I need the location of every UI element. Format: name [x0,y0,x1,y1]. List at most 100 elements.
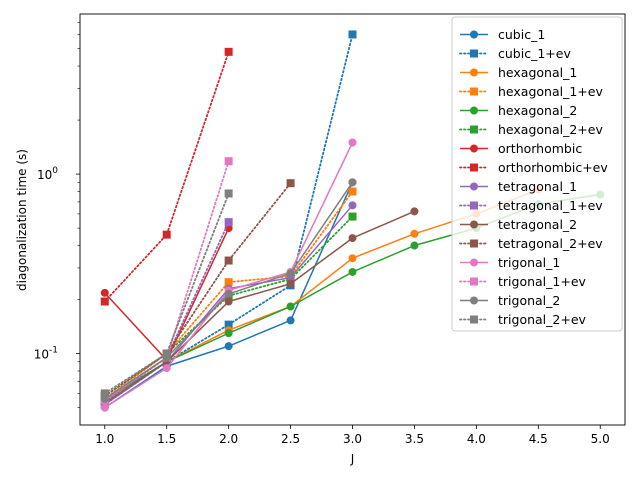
data-point [162,230,171,239]
x-tick-label: 5.0 [591,432,610,446]
legend-entry: tetragonal_1+ev [459,198,603,213]
legend-label: tetragonal_2+ev [498,236,603,251]
legend-marker [470,106,478,115]
data-point [286,302,295,311]
legend-entry: trigonal_2+ev [459,312,587,327]
legend-label: hexagonal_1 [498,65,577,80]
data-point [224,218,233,227]
legend-entry: hexagonal_1 [460,65,577,80]
x-axis-label: J [350,452,355,466]
data-point [410,241,419,250]
x-tick-label: 2.0 [219,432,238,446]
legend-label: cubic_1 [498,27,545,42]
data-point [348,30,357,39]
y-axis-label: diagonalization time (s) [15,149,29,291]
y-tick-label: 10-1 [34,346,58,362]
data-point [100,297,109,306]
x-tick-label: 4.5 [529,432,548,446]
data-point [286,269,295,278]
legend-label: hexagonal_2+ev [498,122,603,137]
data-point [348,138,357,147]
legend-marker [470,220,478,229]
legend-label: orthorhombic+ev [498,160,608,175]
x-tick-label: 3.5 [405,432,424,446]
legend-entry: tetragonal_1 [460,179,577,194]
legend-entry: tetragonal_2 [460,217,577,232]
series-line [103,182,292,397]
data-point [348,212,357,221]
legend-entry: trigonal_1+ev [459,274,587,289]
legend-marker [470,296,478,305]
y-tick-label: 100 [37,166,58,182]
data-point [348,254,357,263]
data-point [348,234,357,243]
data-point [224,47,233,56]
data-point [100,403,109,412]
legend-entry: orthorhombic [460,141,582,156]
legend-entry: cubic_1 [460,27,545,42]
legend-entry: tetragonal_2+ev [459,236,603,251]
legend-label: hexagonal_2 [498,103,577,118]
legend-marker [470,277,478,286]
x-tick-label: 1.5 [157,432,176,446]
x-tick-label: 4.0 [467,432,486,446]
data-point [224,329,233,338]
x-tick-label: 2.5 [281,432,300,446]
legend-entry: hexagonal_2+ev [459,122,603,137]
data-point [224,189,233,198]
legend: cubic_1 cubic_1+ev hexagonal_1 hexagonal_1+… [451,16,623,332]
legend-entry: trigonal_1 [460,255,560,270]
data-point [348,201,357,210]
legend-marker [470,144,478,153]
legend-marker [470,315,478,324]
legend-marker [470,182,478,191]
legend-label: tetragonal_1+ev [498,198,603,213]
series-orthorhombic-ev [100,47,233,306]
legend-marker [470,49,478,58]
legend-label: hexagonal_1+ev [498,84,603,99]
legend-label: trigonal_2 [498,293,560,308]
data-point [410,207,419,216]
data-point [224,157,233,166]
series-trigonal-2-ev [100,189,233,398]
data-point [162,349,171,358]
data-point [224,256,233,265]
series-layer [100,30,605,412]
legend-label: trigonal_1+ev [498,274,587,289]
legend-marker [470,163,478,172]
legend-entry: hexagonal_2 [460,103,577,118]
data-point [162,364,171,373]
legend-marker [470,201,478,210]
legend-marker [470,68,478,77]
legend-marker [470,30,478,39]
data-point [224,297,233,306]
data-point [224,342,233,351]
legend-marker [470,258,478,267]
legend-label: trigonal_2+ev [498,312,587,327]
legend-label: orthorhombic [498,141,582,156]
data-point [224,289,233,298]
data-point [100,389,109,398]
data-point [286,179,295,188]
legend-entry: hexagonal_1+ev [459,84,603,99]
legend-label: trigonal_1 [498,255,560,270]
legend-marker [470,87,478,96]
series-line [104,210,415,404]
data-point [100,288,109,297]
x-axis-ticks: 1.0 1.5 2.0 2.5 3.0 3.5 4.0 4.5 5.0 [95,425,610,446]
legend-label: cubic_1+ev [498,46,571,61]
data-point [286,316,295,325]
legend-entry: orthorhombic+ev [459,160,608,175]
data-point [348,267,357,276]
legend-label: tetragonal_2 [498,217,577,232]
data-point [224,278,233,287]
data-point [224,320,233,329]
legend-marker [470,239,478,248]
legend-box [451,16,623,332]
legend-entry: cubic_1+ev [459,46,571,61]
data-point [410,229,419,238]
legend-label: tetragonal_1 [498,179,577,194]
x-tick-label: 1.0 [95,432,114,446]
y-axis-ticks: 10-1 100 [34,22,80,408]
